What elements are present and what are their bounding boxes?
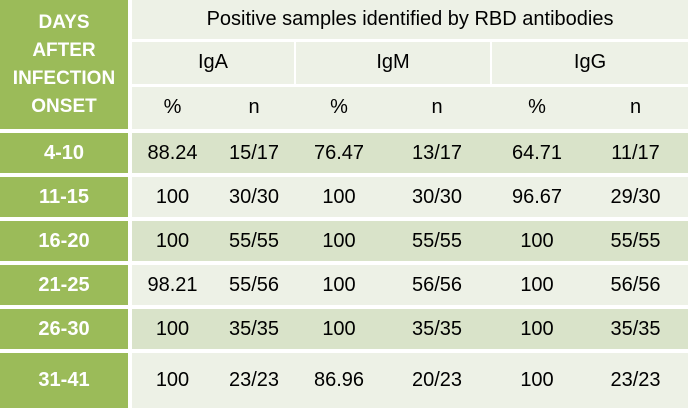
iga-n: 55/56 [213,263,295,309]
igm-percent: 100 [295,175,383,221]
igm-n: 30/30 [383,175,491,221]
sub-header-n: n [383,85,491,133]
iga-n: 35/35 [213,307,295,353]
igg-percent: 96.67 [491,175,583,221]
igg-percent: 100 [491,307,583,353]
days-range: 16-20 [0,219,132,265]
igg-n: 23/23 [583,351,688,412]
igm-percent: 76.47 [295,131,383,177]
iga-percent: 100 [130,307,213,353]
antibody-header-igm: IgM [294,40,491,87]
igg-n: 11/17 [583,131,688,177]
iga-n: 55/55 [213,219,295,265]
days-label-line: AFTER [32,39,96,61]
days-label-line: INFECTION [12,67,116,89]
iga-n: 30/30 [213,175,295,221]
sub-header-percent: % [130,85,213,133]
days-range: 11-15 [0,175,132,221]
days-range: 4-10 [0,131,132,177]
days-range: 21-25 [0,263,132,309]
iga-percent: 100 [130,219,213,265]
sub-header-percent: % [491,85,583,133]
iga-percent: 88.24 [130,131,213,177]
sub-header-n: n [213,85,295,133]
iga-percent: 100 [130,175,213,221]
table-row: 4-10 88.24 15/17 76.47 13/17 64.71 11/17 [0,131,688,177]
igm-n: 20/23 [383,351,491,412]
sub-header-percent: % [295,85,383,133]
days-label-line: DAYS [38,11,90,33]
igm-percent: 100 [295,263,383,309]
antibody-header-iga: IgA [130,40,295,87]
igm-n: 35/35 [383,307,491,353]
igg-n: 55/55 [583,219,688,265]
igm-n: 13/17 [383,131,491,177]
igm-percent: 100 [295,307,383,353]
table-title: Positive samples identified by RBD antib… [130,0,688,42]
igg-n: 35/35 [583,307,688,353]
sub-header-n: n [583,85,688,133]
days-range: 31-41 [0,351,132,412]
table-row: 31-41 100 23/23 86.96 20/23 100 23/23 [0,351,688,412]
table-row: 16-20 100 55/55 100 55/55 100 55/55 [0,219,688,265]
igg-n: 56/56 [583,263,688,309]
table-row: 21-25 98.21 55/56 100 56/56 100 56/56 [0,263,688,309]
igg-percent: 100 [491,351,583,412]
igm-n: 56/56 [383,263,491,309]
antibody-header-igg: IgG [489,40,688,87]
iga-n: 23/23 [213,351,295,412]
days-label-line: ONSET [31,95,97,117]
igg-n: 29/30 [583,175,688,221]
iga-n: 15/17 [213,131,295,177]
igg-percent: 100 [491,219,583,265]
igg-percent: 64.71 [491,131,583,177]
table-row: 11-15 100 30/30 100 30/30 96.67 29/30 [0,175,688,221]
igm-percent: 86.96 [295,351,383,412]
iga-percent: 98.21 [130,263,213,309]
iga-percent: 100 [130,351,213,412]
igm-n: 55/55 [383,219,491,265]
table-row: 26-30 100 35/35 100 35/35 100 35/35 [0,307,688,353]
days-range: 26-30 [0,307,132,353]
igg-percent: 100 [491,263,583,309]
days-after-onset-header: DAYS AFTER INFECTION ONSET [0,0,132,133]
igm-percent: 100 [295,219,383,265]
